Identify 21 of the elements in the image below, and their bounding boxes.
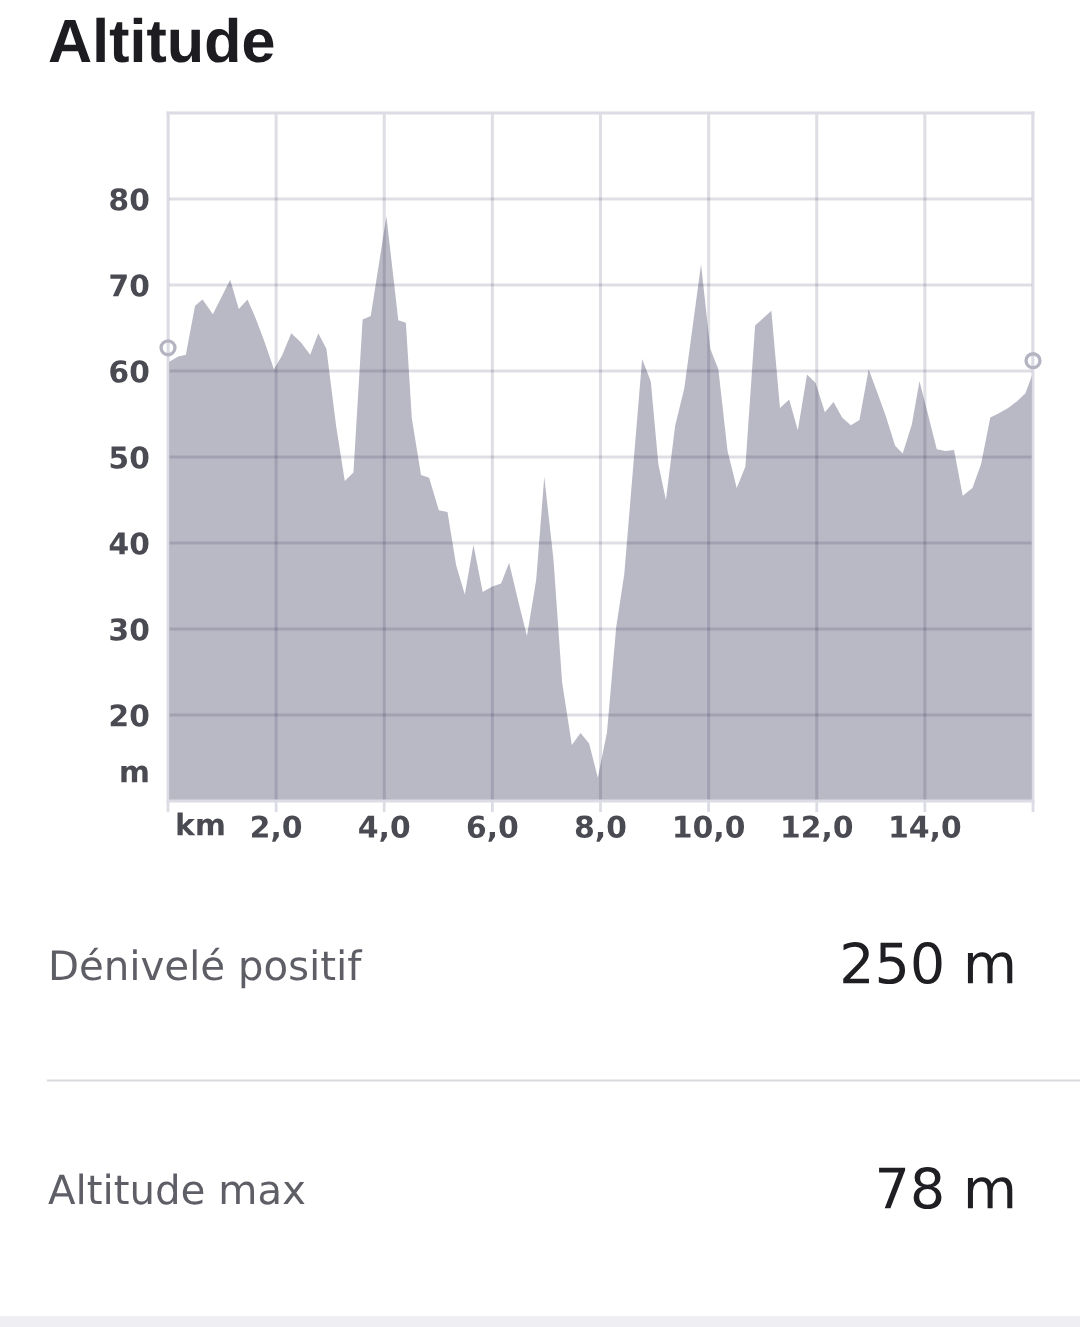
x-tick-label: 8,0 (575, 815, 626, 842)
y-tick-label: 40 (109, 532, 149, 555)
text: 78 m (879, 1167, 1013, 1210)
x-tick-label: 6,0 (467, 815, 518, 842)
x-tick-label: 12,0 (783, 815, 853, 842)
text: Altitude max (48, 1173, 305, 1205)
x-tick-label: 2,0 (252, 815, 302, 842)
x-tick-label: 10,0 (675, 815, 745, 842)
y-tick-label: 50 (110, 446, 149, 469)
y-tick-label: 80 (110, 188, 149, 211)
x-tick-label: 4,0 (359, 815, 410, 842)
chart-title: Altitude (49, 17, 274, 63)
y-tick-label: 30 (110, 618, 149, 641)
y-tick-label: 70 (110, 274, 149, 297)
y-tick-label: 20 (110, 704, 149, 727)
y-tick-label: 60 (110, 360, 149, 383)
x-axis-title: km (177, 812, 224, 836)
text: 250 m (843, 942, 1013, 985)
y-axis-title: m (121, 765, 148, 783)
text: Dénivelé positif (51, 947, 363, 989)
x-tick-label: 14,0 (891, 815, 961, 842)
